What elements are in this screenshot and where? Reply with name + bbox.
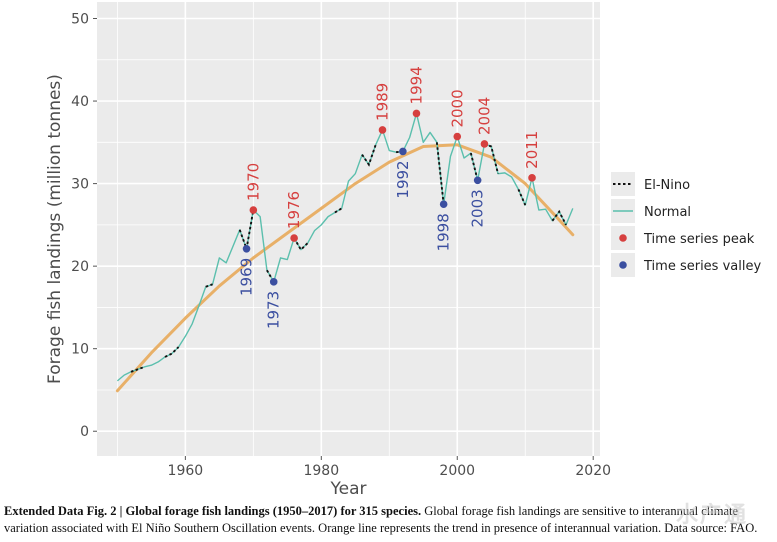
valley-point [439,200,448,209]
peak-point [249,206,258,214]
valley-label: 1998 [435,213,453,251]
x-tick-label: 1960 [168,463,204,479]
valley-label: 1969 [238,258,256,296]
elnino-segment [435,142,445,205]
peak-point [378,126,387,134]
peak-label: 2011 [523,131,541,169]
valley-label: 2003 [469,189,487,227]
elnino-segment [334,207,343,214]
elnino-segment [205,283,213,288]
legend-label: Time series peak [643,232,755,247]
figure-caption: Extended Data Fig. 2 | Global forage fis… [4,503,774,537]
legend-label: El-Nino [644,178,690,193]
elnino-segment [551,209,567,226]
peak-label: 1989 [373,83,391,121]
legend: El-Nino Normal Time series peak Time series… [611,172,761,277]
event-labels-layer: 1970 1976 1989 1994 2000 2004 2011 1969 1973 1992… [238,66,541,329]
peak-point [528,174,536,182]
x-tick-label: 2020 [575,463,611,479]
caption-text: Global forage fish landings are sensitiv… [4,504,758,535]
caption-title: Extended Data Fig. 2 | Global forage fis… [4,504,422,518]
valley-point [399,147,407,156]
peak-point [290,234,298,242]
x-tick-label: 2000 [439,463,475,479]
x-axis-title: Year [330,479,367,499]
elnino-segment [361,144,377,167]
event-points-layer [242,109,536,286]
x-tick-label: 1980 [303,463,339,479]
y-tick-label: 10 [71,342,89,358]
peak-point [412,109,421,118]
peak-label: 1970 [244,163,262,201]
peak-label: 1994 [407,66,425,104]
legend-label: Time series valley [643,259,761,274]
peak-point [480,140,489,148]
trend-line-layer [115,143,575,393]
valley-label: 1973 [265,291,283,329]
y-tick-label: 20 [71,259,89,275]
valley-point [269,278,278,286]
y-tick-label: 40 [71,94,89,110]
peak-label: 1976 [285,191,303,229]
valley-point [242,245,251,253]
plot-panel [97,2,600,456]
legend-label: Normal [644,205,691,220]
trend-line [115,143,575,393]
peak-point [453,132,462,141]
legend-swatch-point [619,261,627,269]
chart: 1970 1976 1989 1994 2000 2004 2011 1969 1973 1992… [45,2,761,499]
peak-label: 2000 [448,89,466,127]
watermark: 水产通 [676,503,749,528]
valley-label: 1992 [394,160,412,198]
peak-label: 2004 [475,97,493,135]
y-tick-label: 0 [80,424,89,440]
y-tick-label: 30 [71,177,89,193]
y-tick-label: 50 [71,12,89,28]
elnino-segment [130,365,145,373]
y-axis-title: Forage fish landings (million tonnes) [45,74,65,384]
minor-gridlines [97,2,600,456]
axis-ticks: 1960 1980 2000 2020 0 10 20 30 40 50 [71,12,611,479]
valley-point [473,176,482,185]
legend-swatch-point [619,234,627,242]
